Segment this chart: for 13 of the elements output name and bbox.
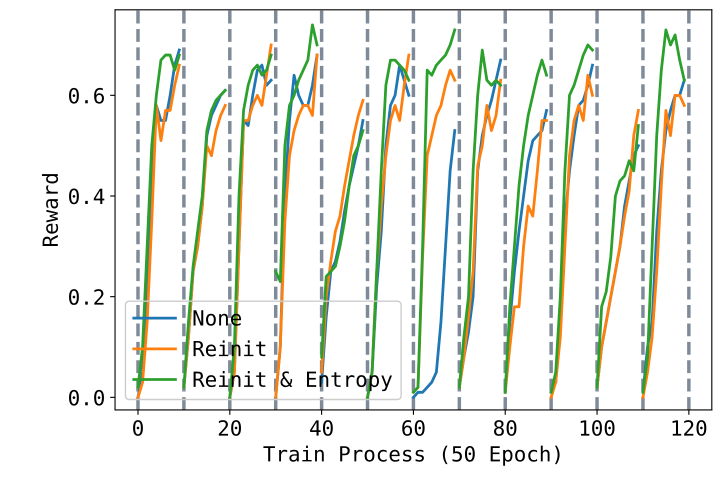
y-tick-label: 0.2 bbox=[69, 289, 104, 305]
y-tick-label: 0.0 bbox=[69, 390, 104, 406]
x-tick-label: 0 bbox=[133, 420, 143, 436]
x-tick-label: 100 bbox=[580, 420, 615, 436]
x-axis-title: Train Process (50 Epoch) bbox=[263, 446, 560, 466]
x-tick-label: 40 bbox=[310, 420, 333, 436]
y-tick-label: 0.6 bbox=[69, 88, 104, 104]
y-axis-title: Reward bbox=[42, 174, 58, 246]
x-tick-label: 20 bbox=[218, 420, 241, 436]
x-tick-label: 80 bbox=[494, 420, 516, 436]
x-tick-label: 60 bbox=[402, 420, 425, 436]
x-tick-label: 120 bbox=[672, 420, 706, 436]
y-tick-label: 0.4 bbox=[69, 188, 104, 204]
